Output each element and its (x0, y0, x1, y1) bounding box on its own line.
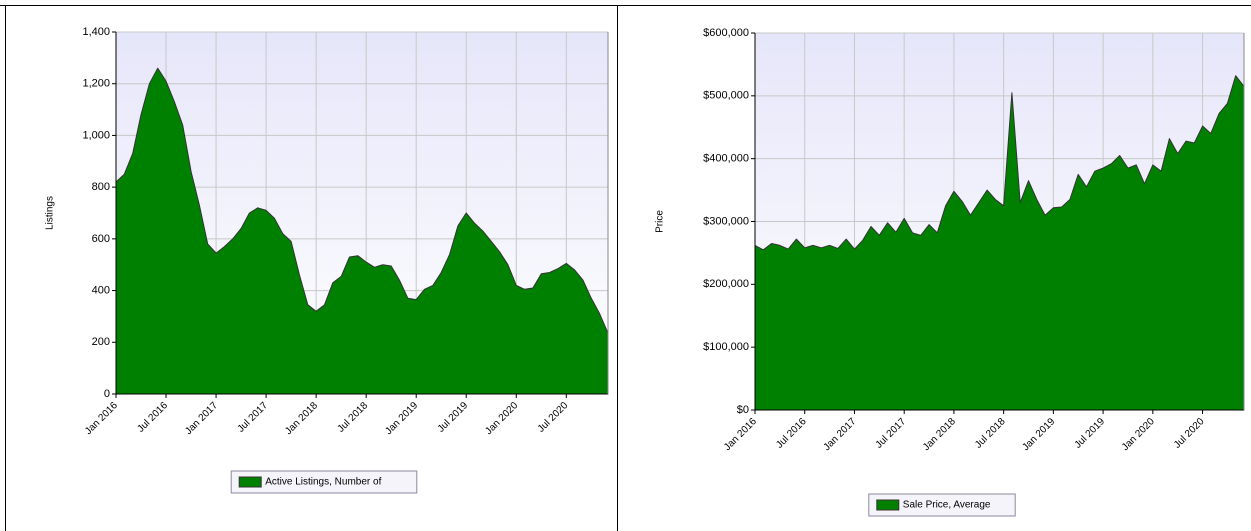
y-axis-title: Listings (45, 196, 56, 230)
y-tick-label: $400,000 (703, 153, 749, 165)
y-tick-label: $600,000 (703, 27, 749, 39)
legend-label: Sale Price, Average (903, 500, 991, 511)
legend-swatch (238, 476, 262, 488)
x-tick-label: Jul 2020 (536, 400, 571, 435)
x-tick-label: Jan 2019 (383, 400, 420, 437)
x-tick-label: Jul 2017 (236, 400, 271, 435)
y-tick-label: 0 (104, 388, 110, 400)
x-tick-label: Jul 2019 (1073, 416, 1108, 451)
y-tick-label: $100,000 (703, 341, 749, 353)
legend-box (868, 493, 1016, 517)
y-tick-label: 1,400 (82, 26, 110, 38)
x-tick-label: Jul 2017 (874, 416, 909, 451)
x-tick-label: Jan 2018 (283, 400, 320, 437)
x-tick-label: Jan 2019 (1020, 416, 1057, 453)
x-tick-label: Jul 2016 (774, 416, 809, 451)
y-tick-label: $500,000 (703, 90, 749, 102)
y-tick-label: 800 (92, 181, 110, 193)
area (115, 67, 609, 395)
y-tick-label: $200,000 (703, 278, 749, 290)
legend-box (230, 470, 418, 494)
x-tick-label: Jan 2020 (1120, 416, 1157, 453)
legend-label: Active Listings, Number of (265, 477, 381, 488)
x-tick-label: Jan 2018 (921, 416, 958, 453)
y-tick-label: $300,000 (703, 215, 749, 227)
x-tick-label: Jan 2017 (822, 416, 859, 453)
x-tick-label: Jul 2019 (436, 400, 471, 435)
y-tick-label: 600 (92, 233, 110, 245)
y-axis-title: Price (655, 210, 666, 233)
x-tick-label: Jan 2017 (183, 400, 220, 437)
x-tick-label: Jul 2018 (973, 416, 1008, 451)
x-tick-label: Jul 2016 (136, 400, 171, 435)
x-tick-label: Jul 2018 (336, 400, 371, 435)
x-tick-label: Jan 2016 (722, 416, 759, 453)
x-tick-label: Jan 2020 (483, 400, 520, 437)
y-tick-label: 1,200 (82, 78, 110, 90)
x-tick-label: Jul 2020 (1172, 416, 1207, 451)
y-tick-label: 400 (92, 284, 110, 296)
y-tick-label: 200 (92, 336, 110, 348)
x-tick-label: Jan 2016 (83, 400, 120, 437)
area (754, 75, 1245, 411)
y-tick-label: $0 (737, 404, 749, 416)
legend-swatch (876, 499, 900, 511)
y-tick-label: 1,000 (82, 129, 110, 141)
